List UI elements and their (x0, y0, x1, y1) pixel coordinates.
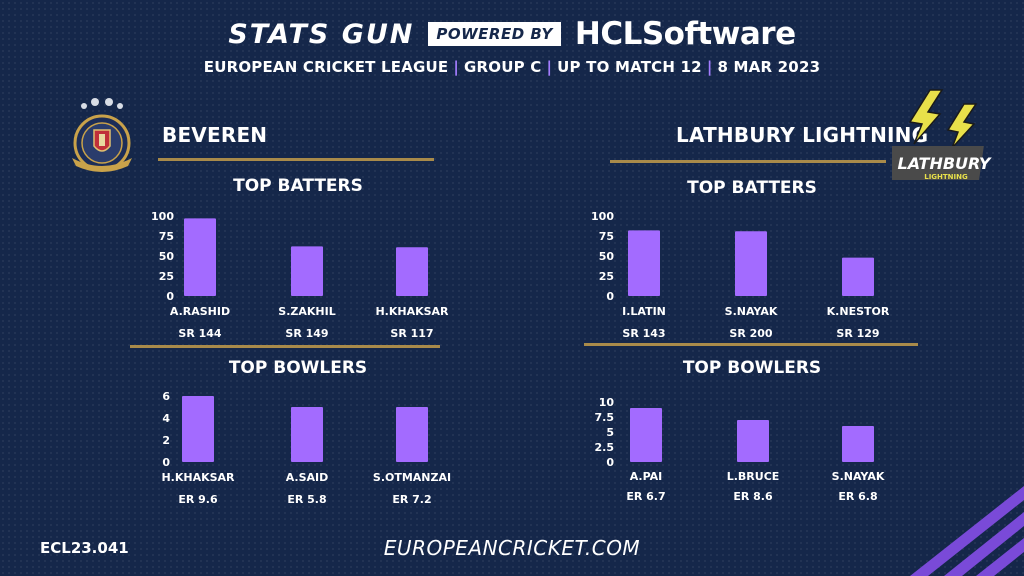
y-tick-label: 75 (159, 230, 174, 243)
chart-beveren-batters: 0 25 50 75 100 A.RASHID SR 144 S.ZAKHIL SR 149 H.… (151, 210, 449, 340)
bar-hkhaksar (396, 247, 428, 296)
y-tick-label: 0 (606, 290, 614, 303)
y-tick-label: 0 (166, 290, 174, 303)
graphic-code: ECL23.041 (40, 539, 129, 557)
powered-by-badge: POWERED BY (428, 22, 561, 46)
bar-snayak (842, 426, 874, 462)
stat-sublabel: ER 8.6 (733, 490, 773, 503)
category-label: S.NAYAK (725, 305, 778, 318)
bowlers-title-left: TOP BOWLERS (228, 358, 368, 378)
bar-arashid (184, 218, 216, 296)
batters-title-right: TOP BATTERS (687, 178, 817, 198)
stat-sublabel: ER 6.8 (838, 490, 877, 503)
bar-ilatin (628, 230, 660, 296)
lightning-logo-text: LIGHTNING (924, 173, 968, 181)
stat-sublabel: SR 143 (622, 327, 665, 340)
stat-sublabel: SR 129 (836, 327, 879, 340)
y-tick-label: 2 (162, 434, 170, 447)
divider-right-top (610, 160, 886, 163)
stat-sublabel: SR 144 (178, 327, 222, 340)
y-tick-label: 50 (599, 250, 615, 263)
batters-title-left: TOP BATTERS (233, 176, 363, 196)
category-label: L.BRUCE (727, 470, 780, 483)
y-tick-label: 0 (606, 456, 614, 469)
stat-sublabel: SR 200 (729, 327, 773, 340)
y-tick-label: 50 (159, 250, 175, 263)
bar-knestor (842, 257, 874, 296)
bar-snayak (735, 231, 767, 296)
category-label: A.SAID (286, 471, 329, 484)
y-tick-label: 75 (599, 230, 614, 243)
divider-right-middle (584, 343, 918, 346)
bowlers-title-right: TOP BOWLERS (682, 358, 822, 378)
chart-lathbury-batters: 0 25 50 75 100 I.LATIN SR 143 S.NAYAK SR 200 K.NE… (591, 210, 890, 340)
stat-sublabel: ER 5.8 (287, 493, 326, 506)
stat-sublabel: SR 117 (390, 327, 433, 340)
match-label: UP TO MATCH 12 (557, 58, 702, 76)
group-label: GROUP C (464, 58, 542, 76)
team-name-right: LATHBURY LIGHTNING (676, 123, 929, 147)
y-tick-label: 2.5 (595, 441, 615, 454)
stat-sublabel: ER 9.6 (178, 493, 218, 506)
category-label: S.ZAKHIL (278, 305, 335, 318)
lathbury-logo-text: LATHBURY (898, 154, 992, 173)
category-label: A.PAI (630, 470, 663, 483)
date-label: 8 MAR 2023 (717, 58, 821, 76)
category-label: H.KHAKSAR (375, 305, 449, 318)
y-tick-label: 25 (159, 270, 174, 283)
y-tick-label: 5 (606, 426, 614, 439)
chart-beveren-bowlers: 0 2 4 6 H.KHAKSAR ER 9.6 A.SAID ER 5.8 S.OTMANZA… (161, 390, 451, 506)
category-label: I.LATIN (622, 305, 666, 318)
bar-sotmanzai (396, 407, 428, 462)
y-tick-label: 100 (151, 210, 174, 223)
y-tick-label: 25 (599, 270, 614, 283)
divider-left-middle (130, 345, 440, 348)
header-brand: STATS GUN POWERED BY HCLSoftware (0, 14, 1024, 54)
stats-gun-logo: STATS GUN (228, 18, 415, 50)
hcl-software-logo: HCLSoftware (574, 16, 796, 52)
y-tick-label: 6 (162, 390, 170, 403)
category-label: S.NAYAK (832, 470, 885, 483)
beveren-crest-icon (64, 96, 140, 176)
stat-sublabel: ER 6.7 (626, 490, 665, 503)
category-label: A.RASHID (170, 305, 230, 318)
bar-hkhaksar (182, 396, 214, 462)
divider-left-top (158, 158, 434, 161)
y-tick-label: 0 (162, 456, 170, 469)
bar-lbruce (737, 420, 769, 462)
stat-sublabel: SR 149 (285, 327, 328, 340)
website-url: EUROPEANCRICKET.COM (383, 536, 641, 560)
bar-asaid (291, 407, 323, 462)
team-name-left: BEVEREN (162, 123, 268, 147)
bar-apai (630, 408, 662, 462)
category-label: S.OTMANZAI (373, 471, 451, 484)
lathbury-lightning-logo: LATHBURY LIGHTNING (883, 88, 996, 186)
category-label: H.KHAKSAR (161, 471, 235, 484)
subheader: EUROPEAN CRICKET LEAGUE | GROUP C | UP TO MA… (203, 58, 821, 76)
stat-sublabel: ER 7.2 (392, 493, 431, 506)
y-tick-label: 100 (591, 210, 614, 223)
chart-lathbury-bowlers: 0 2.5 5 7.5 10 A.PAI ER 6.7 L.BRUCE ER 8.6 S.NAYA… (595, 396, 885, 503)
y-tick-label: 7.5 (595, 411, 615, 424)
league-name: EUROPEAN CRICKET LEAGUE (203, 58, 449, 76)
y-tick-label: 4 (162, 412, 170, 425)
y-tick-label: 10 (599, 396, 615, 409)
category-label: K.NESTOR (827, 305, 890, 318)
decorative-stripes (910, 486, 1024, 576)
bar-szakhil (291, 246, 323, 296)
